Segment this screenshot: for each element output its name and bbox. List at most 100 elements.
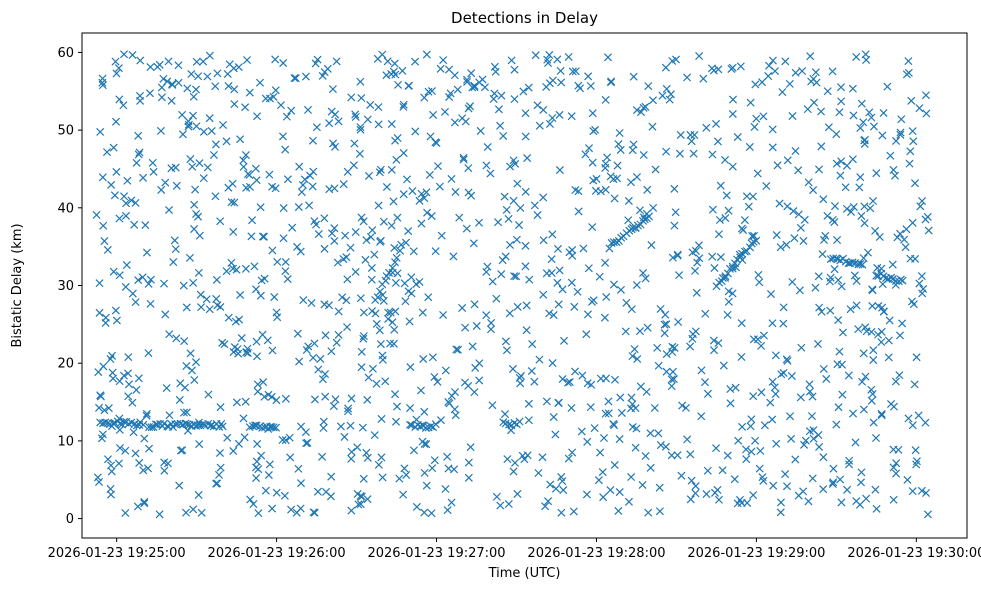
detection-marker <box>359 334 368 343</box>
detection-marker <box>516 379 525 388</box>
detection-marker <box>211 140 220 149</box>
detection-marker <box>227 198 236 207</box>
detection-marker <box>807 412 816 421</box>
detection-marker <box>441 485 450 494</box>
detection-marker <box>766 398 775 407</box>
detection-marker <box>700 378 710 387</box>
detection-marker <box>207 421 216 430</box>
detection-marker <box>270 293 279 302</box>
detection-marker <box>490 89 499 98</box>
detection-marker <box>918 289 927 298</box>
detection-marker <box>614 140 623 149</box>
detection-marker <box>382 272 391 281</box>
detection-marker <box>538 453 547 462</box>
detection-marker <box>346 421 355 430</box>
detection-marker <box>591 125 600 134</box>
detection-marker <box>329 402 338 411</box>
detection-marker <box>185 253 194 262</box>
detection-marker <box>142 409 151 418</box>
detection-marker <box>596 187 605 196</box>
detection-marker <box>539 193 548 202</box>
detection-marker <box>818 250 827 259</box>
detection-marker <box>367 275 376 284</box>
detection-marker <box>165 205 174 215</box>
detection-marker <box>343 167 352 176</box>
detection-marker <box>702 123 711 132</box>
detection-marker <box>252 474 261 483</box>
detection-marker <box>191 185 200 194</box>
detection-marker <box>121 446 130 455</box>
detection-marker <box>496 121 505 130</box>
detection-marker <box>461 323 470 332</box>
detection-marker <box>613 174 622 183</box>
detection-marker <box>314 230 323 239</box>
detection-marker <box>885 316 894 325</box>
detection-marker <box>555 110 564 119</box>
detection-marker <box>848 258 857 267</box>
detection-marker <box>107 180 116 189</box>
detection-marker <box>279 234 288 243</box>
detection-marker <box>146 62 155 72</box>
detection-marker <box>182 508 191 517</box>
detection-marker <box>710 346 719 355</box>
detection-marker <box>799 236 808 245</box>
detection-marker <box>632 424 641 433</box>
detection-marker <box>450 118 459 127</box>
detection-marker <box>296 504 305 513</box>
detection-marker <box>106 461 116 470</box>
detection-marker <box>363 453 372 462</box>
detection-marker <box>856 123 865 133</box>
detection-marker <box>356 123 365 132</box>
detection-marker <box>542 82 551 91</box>
detection-marker <box>662 84 671 93</box>
detection-marker <box>301 72 310 81</box>
detection-marker <box>814 165 824 174</box>
detection-marker <box>424 293 433 302</box>
detection-marker <box>328 85 337 94</box>
detection-marker <box>253 112 262 121</box>
detection-marker <box>309 167 318 176</box>
detection-marker <box>140 497 149 506</box>
detection-marker <box>667 375 676 384</box>
x-tick-label: 2026-01-23 19:28:00 <box>527 546 665 561</box>
detection-marker <box>147 423 156 432</box>
detection-marker <box>607 77 616 86</box>
detection-marker <box>615 128 624 138</box>
detection-marker <box>558 375 567 384</box>
detection-marker <box>146 299 155 308</box>
detection-marker <box>498 256 507 265</box>
detection-marker <box>805 387 815 396</box>
detection-marker <box>140 499 149 508</box>
detection-marker <box>161 310 170 319</box>
detection-marker <box>819 453 828 462</box>
detection-marker <box>859 254 868 263</box>
detection-marker <box>603 153 612 162</box>
detection-marker <box>861 372 870 381</box>
detection-marker <box>465 102 475 111</box>
detection-marker <box>307 299 316 308</box>
detection-marker <box>332 57 341 66</box>
detection-marker <box>98 173 107 182</box>
detection-marker <box>471 363 480 372</box>
detection-marker <box>197 303 206 312</box>
detection-marker <box>399 190 408 199</box>
detection-marker <box>293 242 302 251</box>
detection-marker <box>490 62 499 71</box>
detection-marker <box>501 337 510 346</box>
detection-marker <box>868 301 877 311</box>
detection-marker <box>584 72 593 81</box>
detection-marker <box>653 343 662 352</box>
detection-marker <box>371 309 380 318</box>
detection-marker <box>217 419 226 428</box>
detection-marker <box>891 276 900 286</box>
detection-marker <box>888 260 897 269</box>
detection-marker <box>908 487 917 496</box>
detection-marker <box>431 247 440 256</box>
detection-marker <box>383 57 392 66</box>
detection-marker <box>350 139 359 148</box>
detection-marker <box>109 143 118 152</box>
detection-marker <box>178 130 187 139</box>
detection-marker <box>354 500 363 509</box>
detection-marker <box>909 137 918 146</box>
detection-marker <box>229 64 238 73</box>
